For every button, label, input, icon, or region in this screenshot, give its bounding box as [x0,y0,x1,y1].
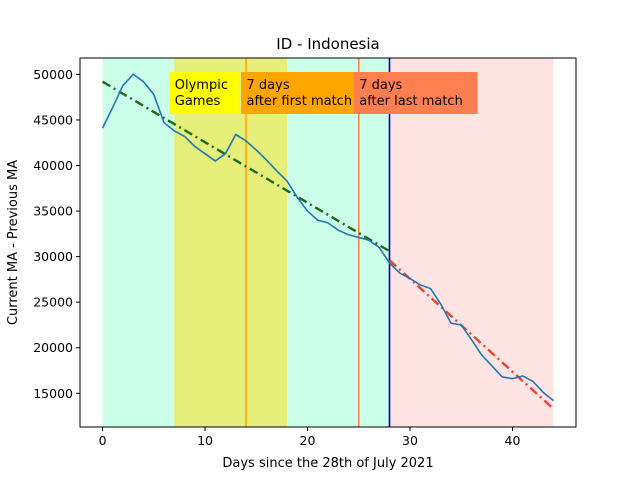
y-tick-label: 30000 [33,249,73,264]
y-tick-label: 25000 [33,295,73,310]
annotation-text-1-1: after first match [247,94,353,109]
x-tick-label: 30 [402,433,418,448]
y-tick-label: 15000 [33,386,73,401]
region-1 [174,58,288,427]
y-tick-label: 20000 [33,340,73,355]
y-tick-label: 35000 [33,204,73,219]
x-axis-ticks: 0 10 20 30 40 [99,427,521,448]
annotation-text-2-0: 7 days [359,78,402,93]
x-tick-label: 10 [197,433,213,448]
y-tick-label: 50000 [33,67,73,82]
trend-line-0 [101,80,391,253]
event-lines [245,58,391,427]
x-axis-label: Days since the 28th of July 2021 [222,456,433,471]
y-axis-label: Current MA - Previous MA [6,160,21,325]
x-tick-label: 40 [505,433,521,448]
data-series [101,73,554,402]
annotation-box-2 [353,72,478,114]
y-tick-label: 45000 [33,112,73,127]
region-3 [389,58,554,427]
x-tick-label: 20 [300,433,316,448]
region-0 [102,58,175,427]
y-axis-ticks: 15000 20000 25000 30000 35000 40000 45000 50000 [33,67,80,401]
series-line-0 [101,73,554,402]
annotation-box-1 [241,72,358,114]
annotation-text-0-0: Olympic [175,78,228,93]
x-tick-label: 0 [99,433,107,448]
trend-lines [101,80,555,410]
chart-title: ID - Indonesia [276,35,379,53]
trend-line-1 [388,259,555,410]
annotation-box-0 [169,72,239,114]
plot-frame [79,57,577,428]
annotation-text-2-1: after last match [359,94,463,109]
annotation-text-1-0: 7 days [247,78,290,93]
y-tick-label: 40000 [33,158,73,173]
annotation-text-0-1: Games [175,94,221,109]
